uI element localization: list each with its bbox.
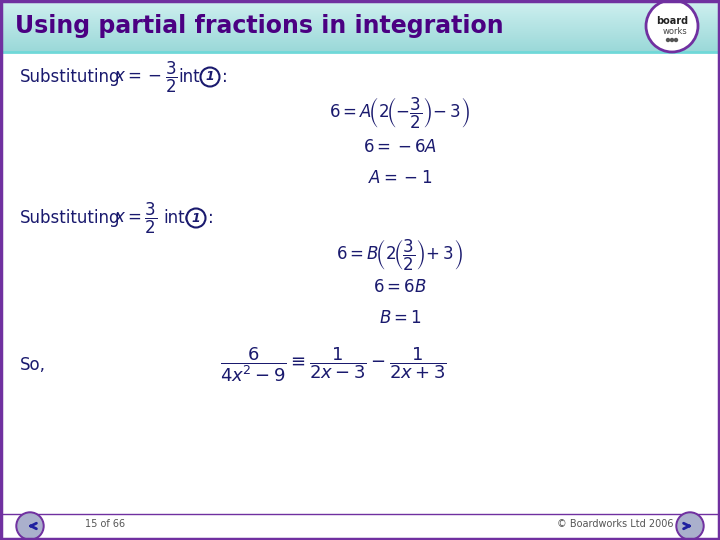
Bar [0, 30, 720, 31]
Bar [0, 50, 720, 51]
Bar [0, 16, 720, 17]
Bar [0, 8, 720, 9]
Text: $x = \dfrac{3}{2}$: $x = \dfrac{3}{2}$ [114, 200, 157, 235]
Text: 1: 1 [206, 71, 215, 84]
Text: Substituting: Substituting [20, 209, 120, 227]
Circle shape [646, 0, 698, 52]
Circle shape [678, 514, 702, 538]
Bar [0, 31, 720, 32]
Bar [0, 13, 720, 14]
Bar [0, 11, 720, 12]
Bar [0, 46, 720, 47]
Bar [0, 37, 720, 38]
Bar [0, 20, 720, 21]
Bar [0, 17, 720, 18]
Circle shape [18, 514, 42, 538]
Bar [0, 4, 720, 5]
Circle shape [16, 512, 44, 540]
Bar [0, 43, 720, 44]
Text: 15 of 66: 15 of 66 [85, 519, 125, 529]
Text: into: into [163, 209, 194, 227]
Bar [0, 1, 720, 2]
Bar [0, 15, 720, 16]
Bar [0, 3, 720, 4]
Bar [0, 39, 720, 40]
Text: $\dfrac{6}{4x^2-9} \equiv \dfrac{1}{2x-3} - \dfrac{1}{2x+3}$: $\dfrac{6}{4x^2-9} \equiv \dfrac{1}{2x-3… [220, 346, 447, 384]
Bar [0, 35, 720, 36]
Text: $6 = 6B$: $6 = 6B$ [373, 278, 427, 296]
Text: board: board [656, 16, 688, 26]
Bar [0, 23, 720, 24]
Bar [0, 41, 720, 42]
Bar [0, 27, 720, 28]
Bar [0, 18, 720, 19]
Bar [0, 44, 720, 45]
Bar [0, 28, 720, 29]
Circle shape [200, 68, 220, 86]
Text: :: : [222, 68, 228, 86]
Bar [0, 26, 720, 27]
Bar [0, 9, 720, 10]
Bar [0, 25, 720, 26]
Bar [0, 32, 720, 33]
Circle shape [186, 208, 205, 227]
Bar [0, 19, 720, 20]
Bar [0, 24, 720, 25]
Bar [0, 7, 720, 8]
Text: works: works [662, 26, 688, 36]
Bar [0, 5, 720, 6]
Bar [0, 14, 720, 15]
Circle shape [675, 38, 678, 42]
Bar [0, 49, 720, 50]
Bar [0, 0, 720, 1]
Text: Substituting: Substituting [20, 68, 120, 86]
Text: $6 = -6A$: $6 = -6A$ [363, 138, 437, 156]
Bar [0, 10, 720, 11]
Text: $B = 1$: $B = 1$ [379, 309, 421, 327]
Bar [0, 36, 720, 37]
Text: $6 = B\!\left(2\!\left(\dfrac{3}{2}\right)\!+3\right)$: $6 = B\!\left(2\!\left(\dfrac{3}{2}\righ… [336, 238, 464, 273]
Text: :: : [208, 209, 214, 227]
Bar [0, 51, 720, 52]
Text: So,: So, [20, 356, 46, 374]
Text: Using partial fractions in integration: Using partial fractions in integration [15, 14, 503, 38]
Text: 1: 1 [192, 212, 200, 225]
Text: $x = -\dfrac{3}{2}$: $x = -\dfrac{3}{2}$ [114, 59, 178, 94]
Bar [0, 47, 720, 48]
Text: © Boardworks Ltd 2006: © Boardworks Ltd 2006 [557, 519, 673, 529]
Bar [0, 33, 720, 34]
Circle shape [670, 38, 673, 42]
Bar [0, 42, 720, 43]
Bar [0, 34, 720, 35]
Bar [0, 40, 720, 41]
Bar [0, 21, 720, 22]
Bar [0, 38, 720, 39]
Bar [0, 6, 720, 7]
Bar [0, 48, 720, 49]
Text: $6 = A\!\left(2\!\left(-\dfrac{3}{2}\right)\!-3\right)$: $6 = A\!\left(2\!\left(-\dfrac{3}{2}\rig… [329, 96, 471, 131]
Bar [0, 22, 720, 23]
Text: into: into [178, 68, 210, 86]
Bar [0, 12, 720, 13]
Circle shape [667, 38, 670, 42]
Bar [0, 29, 720, 30]
Bar [0, 45, 720, 46]
Text: $A = -1$: $A = -1$ [368, 169, 432, 187]
Circle shape [676, 512, 704, 540]
Bar [0, 2, 720, 3]
